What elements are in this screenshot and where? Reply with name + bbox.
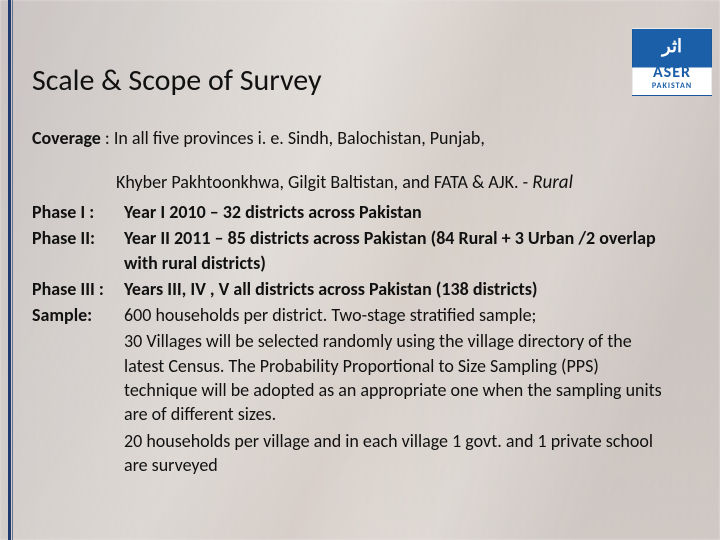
- slide-title: Scale & Scope of Survey: [32, 62, 700, 99]
- left-accent-bar: [8, 0, 11, 540]
- coverage-continued: Khyber Pakhtoonkhwa, Gilgit Baltistan, a…: [116, 171, 700, 194]
- phase-1-label: Phase I :: [32, 200, 124, 224]
- slide-content: Scale & Scope of Survey Coverage : In al…: [32, 62, 700, 479]
- phase-2-text: Year II 2011 – 85 districts across Pakis…: [124, 226, 700, 275]
- phase-3-row: Phase III : Years III, IV , V all distri…: [32, 277, 700, 301]
- sample-text: 600 households per district. Two-stage s…: [124, 303, 700, 327]
- phase-1-text: Year I 2010 – 32 districts across Pakist…: [124, 200, 700, 224]
- sample-paragraph-2: 20 households per village and in each vi…: [124, 429, 700, 478]
- logo-urdu: اثر: [662, 35, 682, 55]
- coverage-line: Coverage : In all five provinces i. e. S…: [32, 127, 700, 149]
- coverage-label: Coverage: [32, 127, 101, 149]
- rural-emphasis: Rural: [532, 171, 573, 194]
- phase-rows: Phase I : Year I 2010 – 32 districts acr…: [32, 200, 700, 327]
- phase-2-row: Phase II: Year II 2011 – 85 districts ac…: [32, 226, 700, 275]
- sample-label: Sample:: [32, 303, 124, 327]
- sample-paragraph-1: 30 Villages will be selected randomly us…: [124, 329, 700, 426]
- phase-3-text: Years III, IV , V all districts across P…: [124, 277, 700, 301]
- phase-3-label: Phase III :: [32, 277, 124, 301]
- sample-row: Sample: 600 households per district. Two…: [32, 303, 700, 327]
- coverage-text: : In all five provinces i. e. Sindh, Bal…: [101, 127, 485, 149]
- phase-1-row: Phase I : Year I 2010 – 32 districts acr…: [32, 200, 700, 224]
- coverage-places: Khyber Pakhtoonkhwa, Gilgit Baltistan, a…: [116, 171, 532, 193]
- phase-2-label: Phase II:: [32, 226, 124, 275]
